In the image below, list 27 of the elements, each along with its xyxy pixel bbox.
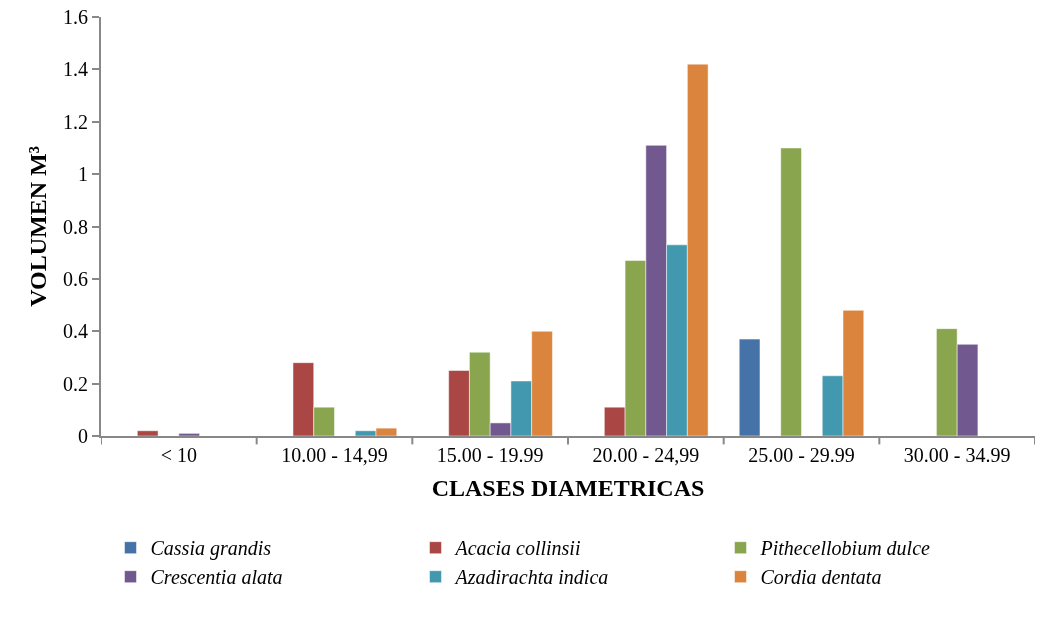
- legend-label: Azadirachta indica: [453, 566, 609, 589]
- y-tick-label: 1.6: [63, 6, 88, 28]
- y-tick-label: 0.4: [63, 320, 88, 343]
- y-tick-label: 0.6: [63, 267, 88, 290]
- x-axis-title: CLASES DIAMETRICAS: [431, 474, 705, 501]
- x-tick-label: 10.00 - 14,99: [281, 444, 388, 466]
- y-tick-label: 0: [78, 425, 88, 447]
- bar: [137, 430, 159, 436]
- y-tick-label: 0.8: [63, 215, 88, 238]
- y-tick-label: 1.4: [63, 58, 88, 81]
- legend-label: Crescentia alata: [150, 566, 283, 589]
- bar: [178, 433, 200, 436]
- x-tick-label: < 10: [160, 444, 197, 466]
- y-tick-label: 1.2: [63, 110, 88, 133]
- x-tick-label: 20.00 - 24,99: [592, 444, 700, 466]
- y-tick-label: 1: [78, 163, 88, 186]
- legend-label: Pithecellobium dulce: [759, 537, 931, 560]
- y-axis-title: VOLUMEN M³: [24, 146, 51, 307]
- x-tick-label: 30.00 - 34.99: [903, 444, 1011, 466]
- x-tick-label: 25.00 - 29.99: [748, 444, 855, 466]
- legend-label: Cassia grandis: [150, 537, 272, 561]
- legend-label: Cordia dentata: [760, 566, 882, 589]
- bar: [780, 147, 802, 436]
- y-tick-label: 0.2: [63, 372, 88, 395]
- bar: [738, 338, 761, 436]
- x-tick-label: 15.00 - 19.99: [436, 444, 544, 466]
- legend-label: Acacia collinsii: [453, 537, 581, 560]
